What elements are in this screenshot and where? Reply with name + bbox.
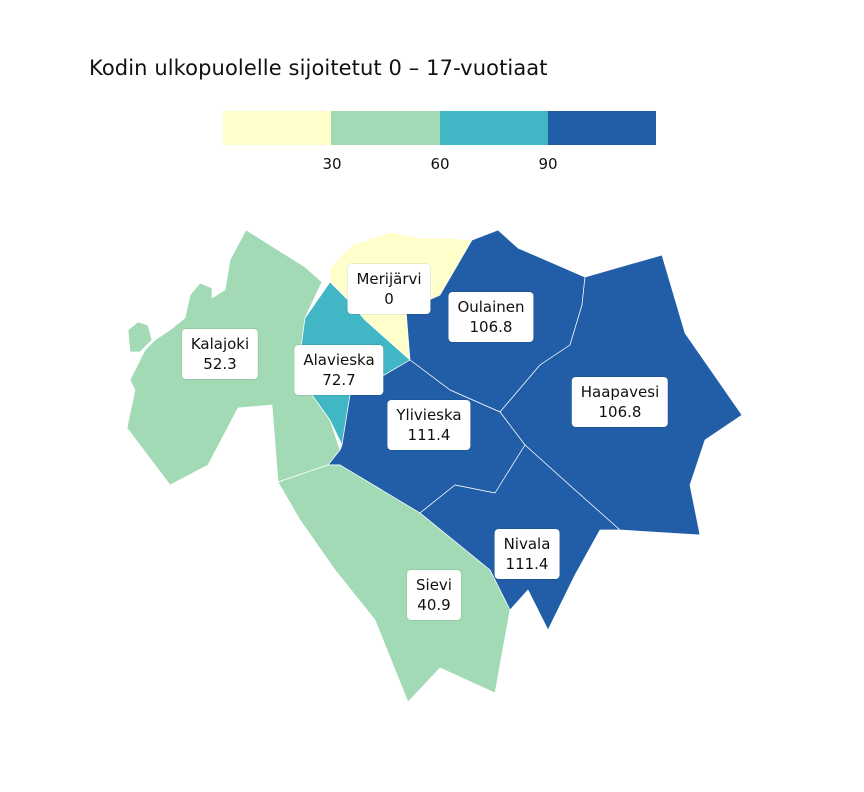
region-value: 52.3	[203, 355, 237, 373]
region-name: Haapavesi	[580, 383, 660, 401]
region-value: 106.8	[469, 318, 513, 336]
region-value: 111.4	[505, 555, 549, 573]
map-title: Kodin ulkopuolelle sijoitetut 0 – 17-vuo…	[89, 56, 548, 80]
label-sievi: Sievi 40.9	[407, 570, 461, 620]
region-value: 106.8	[598, 403, 642, 421]
legend-bin-4	[547, 111, 656, 145]
region-value: 72.7	[322, 371, 356, 389]
region-value: 111.4	[407, 426, 451, 444]
region-kalajoki-island[interactable]	[127, 321, 153, 353]
legend-tick-30: 30	[322, 155, 342, 173]
legend-tick-60: 60	[430, 155, 450, 173]
label-haapavesi: Haapavesi 106.8	[571, 377, 669, 427]
legend-tick-90: 90	[538, 155, 558, 173]
region-name: Sievi	[416, 576, 452, 594]
color-legend	[223, 111, 656, 145]
region-sievi[interactable]	[277, 464, 511, 703]
region-name: Nivala	[503, 535, 551, 553]
legend-bin-2	[331, 111, 440, 145]
region-name: Alavieska	[303, 351, 375, 369]
region-value: 40.9	[417, 596, 451, 614]
label-oulainen: Oulainen 106.8	[448, 292, 534, 342]
region-value: 0	[384, 290, 394, 308]
label-nivala: Nivala 111.4	[494, 529, 560, 579]
label-kalajoki: Kalajoki 52.3	[181, 329, 259, 379]
label-ylivieska: Ylivieska 111.4	[387, 400, 471, 450]
region-name: Oulainen	[457, 298, 525, 316]
legend-bin-1	[223, 111, 332, 145]
legend-bin-3	[439, 111, 548, 145]
region-name: Merijärvi	[356, 270, 422, 288]
region-name: Ylivieska	[396, 406, 462, 424]
region-name: Kalajoki	[190, 335, 250, 353]
label-alavieska: Alavieska 72.7	[294, 345, 384, 395]
label-merijarvi: Merijärvi 0	[347, 264, 431, 314]
